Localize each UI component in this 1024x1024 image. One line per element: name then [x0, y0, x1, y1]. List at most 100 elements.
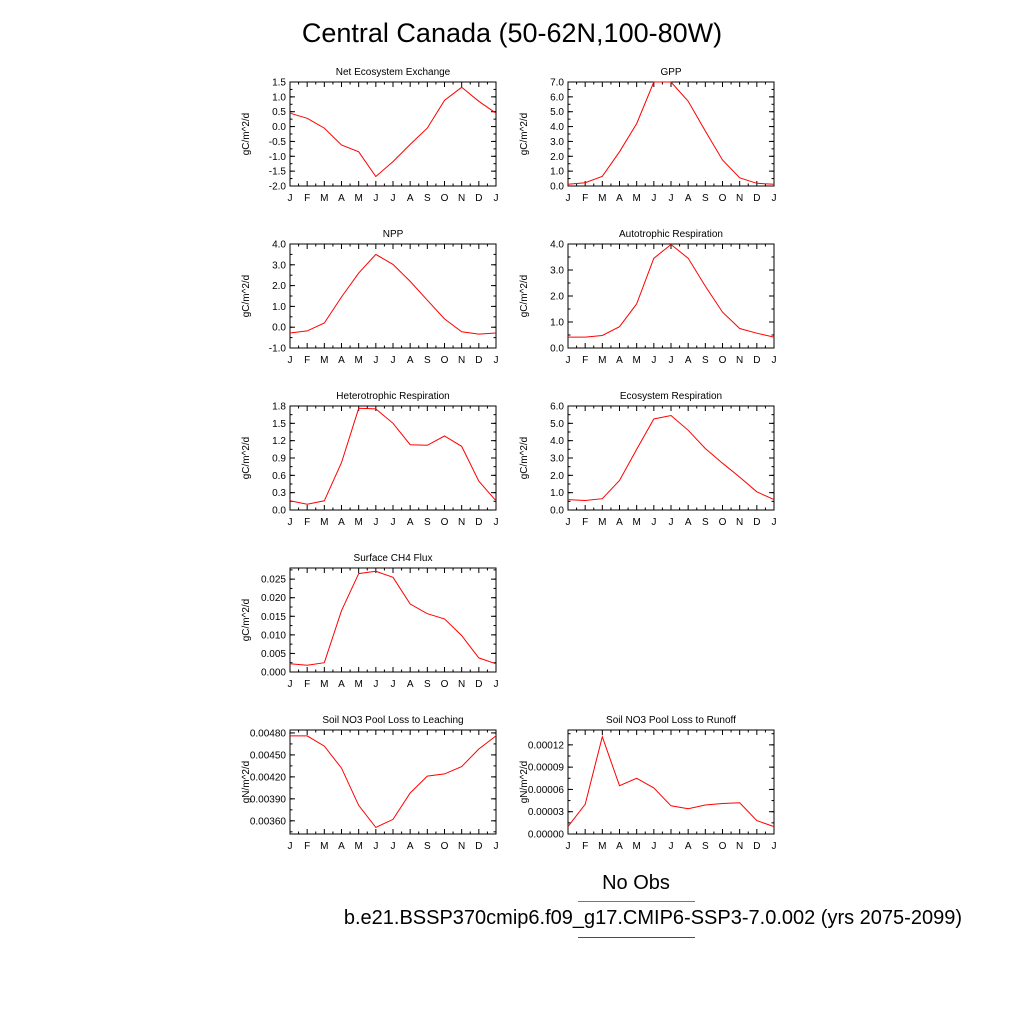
x-tick-label: J: [651, 355, 656, 366]
x-tick-label: F: [582, 193, 588, 204]
plot-frame: [567, 405, 775, 511]
y-tick-label: 0.9: [272, 454, 286, 465]
y-axis-label: gC/m^2/d: [519, 437, 530, 480]
panel-title: Ecosystem Respiration: [620, 391, 722, 402]
y-tick-label: 2.0: [550, 471, 564, 482]
y-axis-label: gC/m^2/d: [241, 599, 252, 642]
x-tick-label: M: [320, 841, 328, 852]
x-tick-label: J: [651, 841, 656, 852]
x-tick-label: N: [458, 517, 465, 528]
series-line: [289, 407, 497, 505]
x-tick-label: J: [669, 193, 674, 204]
x-tick-label: F: [304, 193, 310, 204]
y-tick-label: -1.0: [269, 152, 287, 163]
x-tick-label: N: [458, 355, 465, 366]
x-tick-label: A: [338, 355, 345, 366]
x-tick-label: M: [354, 679, 362, 690]
x-tick-label: J: [373, 193, 378, 204]
series-line: [567, 734, 775, 828]
x-tick-label: M: [598, 517, 606, 528]
panel-title: Heterotrophic Respiration: [336, 391, 449, 402]
x-tick-label: F: [304, 679, 310, 690]
x-tick-label: M: [320, 355, 328, 366]
y-tick-label: 0.0: [272, 122, 286, 133]
y-tick-label: 3.0: [550, 454, 564, 465]
x-tick-label: N: [736, 355, 743, 366]
x-tick-label: M: [320, 679, 328, 690]
series-line: [289, 253, 497, 335]
x-tick-label: S: [424, 193, 431, 204]
chart-panel: Heterotrophic Respiration gC/m^2/d 1.8 1.5 1…: [241, 391, 499, 528]
x-tick-label: F: [304, 517, 310, 528]
y-tick-label: 1.5: [272, 419, 286, 430]
series-line: [290, 735, 497, 829]
y-tick-label: 1.2: [272, 436, 286, 447]
x-tick-label: M: [354, 355, 362, 366]
legend-obs-line: [578, 901, 695, 902]
panel-title: Soil NO3 Pool Loss to Leaching: [322, 715, 463, 726]
panel-title: GPP: [660, 67, 681, 78]
x-tick-label: S: [424, 841, 431, 852]
panel-title: Surface CH4 Flux: [354, 553, 433, 564]
y-tick-label: 3.0: [550, 266, 564, 277]
x-tick-label: A: [338, 517, 345, 528]
x-tick-label: J: [373, 517, 378, 528]
y-tick-label: 0.00390: [250, 794, 287, 805]
x-tick-label: J: [669, 517, 674, 528]
y-tick-label: 0.00480: [250, 728, 287, 739]
x-tick-label: F: [582, 841, 588, 852]
y-axis-label: gN/m^2/d: [519, 761, 530, 804]
series-line: [568, 243, 775, 338]
x-tick-label: M: [632, 355, 640, 366]
y-tick-label: 1.0: [550, 488, 564, 499]
x-tick-label: J: [772, 841, 777, 852]
y-tick-label: 0.6: [272, 471, 286, 482]
y-tick-label: 0.0: [272, 323, 286, 334]
series-line: [567, 414, 775, 502]
y-tick-label: 1.0: [550, 167, 564, 178]
y-axis-label: gC/m^2/d: [241, 275, 252, 318]
x-tick-label: A: [407, 679, 414, 690]
y-tick-label: 1.0: [550, 318, 564, 329]
x-tick-label: N: [736, 841, 743, 852]
x-tick-label: A: [685, 193, 692, 204]
x-tick-label: A: [407, 517, 414, 528]
x-tick-label: M: [598, 355, 606, 366]
x-tick-label: J: [288, 679, 293, 690]
panel-title: Net Ecosystem Exchange: [336, 67, 451, 78]
x-tick-label: S: [702, 517, 709, 528]
y-tick-label: -1.0: [269, 344, 287, 355]
legend-run-line: [578, 937, 695, 938]
y-tick-label: 3.0: [550, 137, 564, 148]
x-tick-label: D: [753, 355, 760, 366]
x-tick-label: J: [566, 517, 571, 528]
x-tick-label: O: [441, 841, 449, 852]
x-tick-label: J: [288, 517, 293, 528]
x-tick-label: J: [391, 679, 396, 690]
y-tick-label: 0.025: [261, 575, 286, 586]
x-tick-label: J: [772, 517, 777, 528]
y-tick-label: 4.0: [550, 122, 564, 133]
x-tick-label: O: [441, 355, 449, 366]
y-tick-label: 5.0: [550, 419, 564, 430]
x-tick-label: S: [702, 355, 709, 366]
y-tick-label: 0.00012: [528, 740, 565, 751]
x-tick-label: N: [458, 193, 465, 204]
x-tick-label: D: [475, 841, 482, 852]
x-tick-label: F: [304, 841, 310, 852]
chart-panel: Ecosystem Respiration gC/m^2/d 6.0 5.0 4.0 3.…: [519, 391, 777, 528]
series-line: [289, 570, 497, 666]
x-tick-label: A: [338, 679, 345, 690]
x-tick-label: N: [736, 193, 743, 204]
x-tick-label: M: [598, 841, 606, 852]
x-tick-label: J: [373, 355, 378, 366]
x-tick-label: A: [685, 355, 692, 366]
y-tick-label: 4.0: [272, 240, 286, 251]
y-tick-label: 1.0: [272, 302, 286, 313]
y-tick-label: 0.00006: [528, 785, 565, 796]
x-tick-label: M: [598, 193, 606, 204]
y-tick-label: 5.0: [550, 107, 564, 118]
y-axis-label: gC/m^2/d: [519, 275, 530, 318]
x-tick-label: J: [669, 355, 674, 366]
